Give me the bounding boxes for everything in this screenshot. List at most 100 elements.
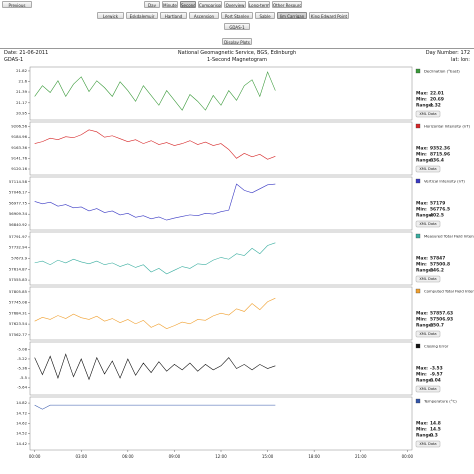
lat-lon: lat: lon: bbox=[451, 57, 470, 63]
x-tick-label: 03:00 bbox=[75, 454, 87, 459]
y-tick-label: 21.6 bbox=[19, 79, 28, 84]
legend-swatch bbox=[415, 123, 421, 129]
stat-value: 350.7 bbox=[430, 323, 444, 329]
divider bbox=[0, 48, 474, 49]
station-tab[interactable]: King Edward Point bbox=[309, 12, 349, 19]
station-tab[interactable]: Hartland bbox=[160, 12, 187, 19]
stat-value: 20.69 bbox=[430, 97, 444, 103]
nav-tab[interactable]: Second bbox=[180, 1, 196, 8]
y-tick-label: 9184.96 bbox=[11, 134, 27, 139]
xml-button-label: XML Data bbox=[419, 222, 436, 226]
display-plots-button[interactable]: Display Plots bbox=[222, 38, 252, 45]
y-tick-label: 57555.83 bbox=[9, 277, 28, 282]
legend-swatch bbox=[415, 343, 421, 349]
trace bbox=[34, 404, 276, 410]
stat-label: Range: bbox=[416, 433, 434, 439]
xml-button bbox=[415, 275, 441, 283]
y-tick-label: 21.39 bbox=[16, 89, 27, 94]
y-tick-label: 57732.94 bbox=[9, 245, 28, 250]
stat-label: Range: bbox=[416, 378, 434, 384]
stat-label: Min: bbox=[416, 317, 427, 323]
y-tick-label: 9120.16 bbox=[11, 166, 27, 171]
y-tick-label: -5.08 bbox=[17, 346, 27, 351]
x-tick-label: 00:00 bbox=[29, 454, 41, 459]
nav-tab[interactable]: Day bbox=[144, 1, 160, 8]
nav-tab[interactable]: Comparison bbox=[198, 1, 222, 8]
xml-button-label: XML Data bbox=[419, 277, 436, 281]
stat-label: Min: bbox=[416, 207, 427, 213]
day-number: Day Number: 172 bbox=[425, 50, 470, 56]
x-tick-label: 18:00 bbox=[308, 454, 320, 459]
stat-label: Min: bbox=[416, 372, 427, 378]
stat-label: Min: bbox=[416, 262, 427, 268]
y-tick-label: -5.5 bbox=[20, 375, 28, 380]
org: National Geomagnetic Service, BGS, Edinb… bbox=[177, 50, 297, 56]
stat-value: 8715.96 bbox=[430, 152, 450, 158]
previous-button[interactable]: Previous bbox=[2, 1, 32, 8]
y-tick-label: 56977.75 bbox=[9, 200, 28, 205]
plot-frame bbox=[29, 231, 413, 286]
stat-label: Max: bbox=[416, 91, 428, 97]
stat-label: Range: bbox=[416, 268, 434, 274]
xml-button bbox=[415, 165, 441, 173]
stat-value: 9352.36 bbox=[430, 146, 450, 152]
legend-label: Temperature (°C) bbox=[423, 399, 457, 404]
nav-tab[interactable]: Overview bbox=[224, 1, 246, 8]
y-tick-label: 57684.31 bbox=[9, 310, 28, 315]
y-tick-label: -5.64 bbox=[17, 385, 27, 390]
station-tab[interactable]: Eskdalemuir bbox=[126, 12, 158, 19]
y-tick-label: 14.52 bbox=[16, 431, 27, 436]
subtitle: 1-Second Magnetogram bbox=[207, 57, 267, 63]
y-tick-label: 14.82 bbox=[16, 400, 27, 405]
station-tab[interactable]: Ascension bbox=[189, 12, 219, 19]
x-tick-label: 06:00 bbox=[122, 454, 134, 459]
stat-value: 22.01 bbox=[430, 91, 444, 97]
nav-tab[interactable]: Long-term bbox=[248, 1, 270, 8]
stat-label: Max: bbox=[416, 201, 428, 207]
stat-value: 57179 bbox=[430, 201, 445, 207]
y-tick-label: 56909.34 bbox=[9, 211, 28, 216]
nav-tab[interactable]: Other Resources bbox=[272, 1, 302, 8]
trace bbox=[34, 353, 276, 381]
trace bbox=[34, 183, 276, 221]
stat-label: Range: bbox=[416, 103, 434, 109]
legend-swatch bbox=[415, 178, 421, 184]
plot-frame bbox=[29, 66, 413, 121]
stat-label: Range: bbox=[416, 213, 434, 219]
stat-value: 57857.63 bbox=[430, 311, 453, 317]
plot-frame bbox=[29, 176, 413, 231]
x-tick-label: 21:00 bbox=[355, 454, 367, 459]
x-tick-label: 15:00 bbox=[262, 454, 274, 459]
legend-label: Measured Total Field Intensity (nT) bbox=[424, 234, 474, 239]
station-tab[interactable]: Lerwick bbox=[97, 12, 124, 19]
instrument-label: GDAS-1 bbox=[4, 57, 24, 63]
stat-label: Range: bbox=[416, 158, 434, 164]
x-tick-label: 12:00 bbox=[215, 454, 227, 459]
station-tab[interactable]: Sable bbox=[255, 12, 275, 19]
xml-button bbox=[415, 440, 441, 448]
x-tick-label: 09:00 bbox=[169, 454, 181, 459]
stat-value: 346.2 bbox=[430, 268, 444, 274]
plot-frame bbox=[29, 396, 413, 451]
station-tab[interactable]: Jim Carrigan bbox=[277, 12, 307, 19]
y-tick-label: 57745.08 bbox=[9, 300, 28, 305]
y-tick-label: 21.17 bbox=[16, 100, 27, 105]
xml-button-label: XML Data bbox=[419, 167, 436, 171]
xml-button bbox=[415, 330, 441, 338]
y-tick-label: 21.82 bbox=[16, 68, 27, 73]
y-tick-label: 57562.77 bbox=[9, 332, 28, 337]
trace bbox=[34, 297, 276, 329]
instrument-select[interactable]: GDAS-1 bbox=[224, 23, 250, 30]
stat-label: Max: bbox=[416, 366, 428, 372]
xml-button-label: XML Data bbox=[419, 112, 436, 116]
station-tab[interactable]: Port Stanley bbox=[221, 12, 253, 19]
nav-tab[interactable]: Minute bbox=[162, 1, 178, 8]
plot-frame bbox=[29, 286, 413, 341]
stat-value: 0.3 bbox=[430, 433, 438, 439]
stat-value: 1.32 bbox=[430, 103, 441, 109]
legend-label: Computed Total Field Intensity (nT) bbox=[424, 289, 474, 294]
stat-value: 14.8 bbox=[430, 421, 441, 427]
y-tick-label: 14.72 bbox=[16, 410, 27, 415]
